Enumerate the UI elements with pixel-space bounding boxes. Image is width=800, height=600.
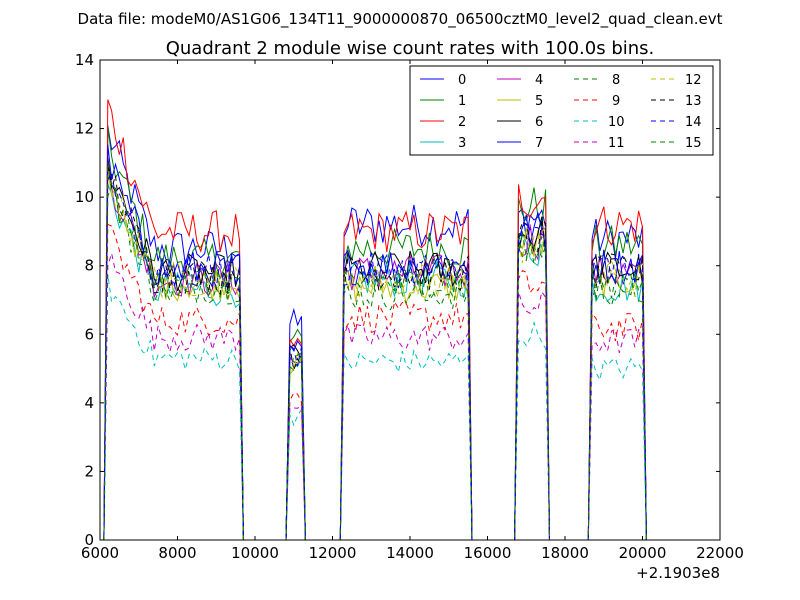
chart-suptitle: Data file: modeM0/AS1G06_134T11_90000008… (78, 10, 723, 29)
series-line-12 (103, 168, 647, 541)
y-tick-label: 0 (84, 531, 94, 549)
x-tick-label: 16000 (464, 544, 512, 562)
series-line-14 (103, 171, 647, 541)
y-tick-label: 10 (75, 188, 94, 206)
legend-label: 14 (685, 115, 702, 130)
y-tick-label: 12 (75, 120, 94, 138)
x-tick-label: 18000 (541, 544, 589, 562)
legend-label: 11 (608, 136, 625, 151)
chart-title: Quadrant 2 module wise count rates with … (166, 38, 655, 59)
series-line-9 (103, 223, 647, 541)
series-line-2 (103, 99, 647, 541)
legend-label: 6 (535, 115, 543, 130)
legend-label: 15 (685, 136, 702, 151)
series-line-1 (103, 126, 647, 541)
legend-label: 1 (458, 94, 466, 109)
legend-label: 13 (685, 94, 702, 109)
y-tick-label: 8 (84, 257, 94, 275)
x-tick-label: 20000 (619, 544, 667, 562)
x-tick-label: 10000 (231, 544, 279, 562)
legend-label: 9 (612, 94, 620, 109)
y-tick-label: 14 (75, 51, 94, 69)
legend-label: 7 (535, 136, 543, 151)
ticks-layer: 6000 8000 10000 12000 14000 16000 18000 20000 22… (75, 51, 744, 562)
y-tick-label: 2 (84, 462, 94, 480)
legend-label: 3 (458, 136, 466, 151)
legend-label: 5 (535, 94, 543, 109)
legend-label: 12 (685, 73, 702, 88)
series-layer (103, 99, 647, 541)
x-tick-label: 6000 (81, 544, 119, 562)
legend-box (409, 65, 714, 156)
x-offset-label: +2.1903e8 (636, 564, 720, 582)
x-tick-label: 8000 (158, 544, 196, 562)
series-line-7 (103, 144, 647, 541)
x-tick-label: 12000 (309, 544, 357, 562)
y-tick-label: 4 (84, 394, 94, 412)
legend-label: 10 (608, 115, 625, 130)
legend-label: 8 (612, 73, 620, 88)
y-tick-label: 6 (84, 325, 94, 343)
x-tick-label: 22000 (696, 544, 744, 562)
legend-label: 4 (535, 73, 543, 88)
legend-label: 0 (458, 73, 466, 88)
x-tick-label: 14000 (386, 544, 434, 562)
series-line-0 (103, 125, 647, 541)
series-line-11 (103, 251, 647, 541)
series-line-13 (103, 164, 647, 541)
legend-label: 2 (458, 115, 466, 130)
series-line-10 (103, 274, 647, 541)
